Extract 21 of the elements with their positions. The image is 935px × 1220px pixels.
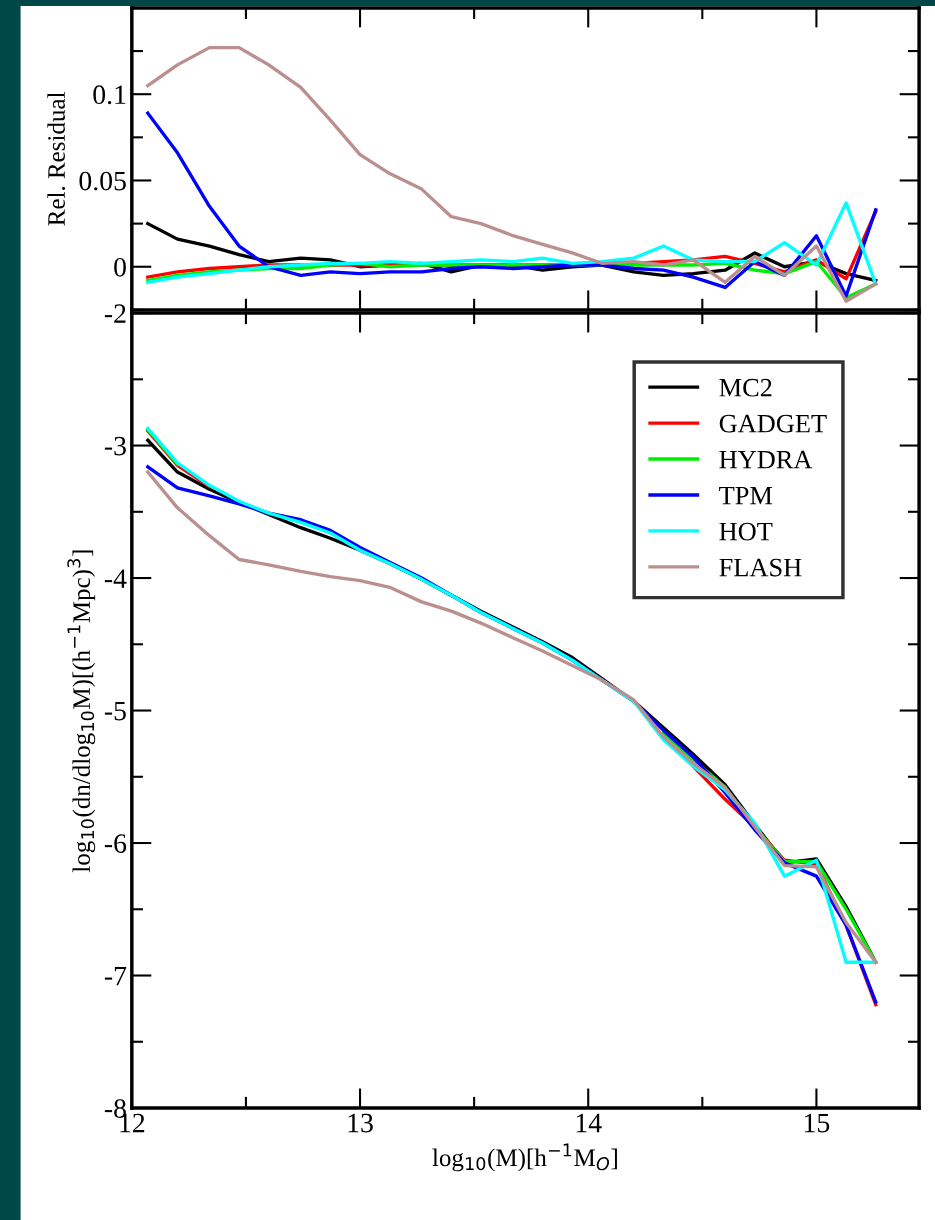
- y-tick-label: -6: [104, 834, 127, 853]
- y-tick-label: 0.05: [79, 171, 126, 191]
- legend-label: GADGET: [719, 414, 827, 433]
- legend-label: HOT: [719, 522, 773, 541]
- legend-label: FLASH: [719, 558, 802, 577]
- legend-label: TPM: [719, 486, 773, 505]
- y-tick-label: -4: [104, 569, 127, 588]
- y-tick-label: -2: [104, 304, 126, 323]
- legend-label: HYDRA: [719, 450, 813, 469]
- y-tick-label: -5: [104, 701, 126, 721]
- y-axis-title: Rel. Residual: [47, 92, 66, 226]
- x-tick-label: 15: [804, 1113, 830, 1133]
- legend-label: MC2: [719, 378, 772, 397]
- x-tick-label: 14: [576, 1113, 602, 1133]
- y-tick-label: -3: [104, 436, 126, 456]
- y-tick-label: 0: [114, 257, 126, 277]
- y-tick-label: 0.1: [93, 85, 126, 105]
- x-tick-label: 13: [348, 1113, 373, 1133]
- y-tick-label: -7: [104, 966, 127, 986]
- x-axis-title: log$_{10}$(M)[h$^{−1}$M$_{O}$]: [432, 1143, 617, 1172]
- text: log$_{10}$(dn/dlog$_{10}$M)[(h$^{−1}$Mpc)$^{3}$]: [67, 550, 96, 873]
